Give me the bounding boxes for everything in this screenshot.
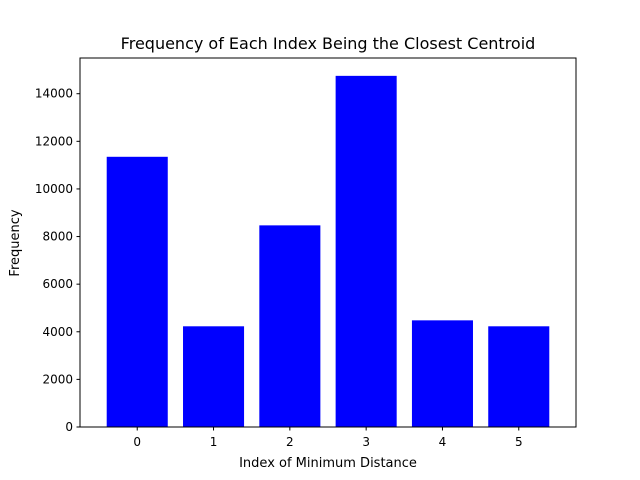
plot-area-frame [79,57,577,428]
bar-3 [335,75,397,428]
x-tick-label: 0 [133,435,141,449]
x-axis-label: Index of Minimum Distance [239,456,417,471]
bars-layer [106,75,550,428]
bar-1 [183,326,245,427]
y-tick-label: 10000 [35,182,73,196]
bar-2 [259,225,321,427]
x-tick-label: 5 [515,435,523,449]
y-tick-label: 4000 [42,325,73,339]
bar-4 [411,320,473,427]
x-tick-label: 2 [286,435,294,449]
y-axis-ticks: 0 2000 4000 6000 8000 10000 12000 14000 [35,87,80,434]
x-tick-label: 1 [210,435,218,449]
chart-title: Frequency of Each Index Being the Closes… [121,34,536,53]
y-tick-label: 0 [65,420,73,434]
bar-5 [488,326,550,427]
y-tick-label: 2000 [42,372,73,386]
x-tick-label: 4 [439,435,447,449]
y-tick-label: 12000 [35,134,73,148]
y-axis-label: Frequency [8,209,23,276]
y-tick-label: 14000 [35,87,73,101]
y-tick-label: 8000 [42,230,73,244]
y-tick-label: 6000 [42,277,73,291]
bar-0 [106,156,168,428]
x-tick-label: 3 [362,435,370,449]
x-axis-ticks: 0 1 2 3 4 5 [133,427,523,449]
